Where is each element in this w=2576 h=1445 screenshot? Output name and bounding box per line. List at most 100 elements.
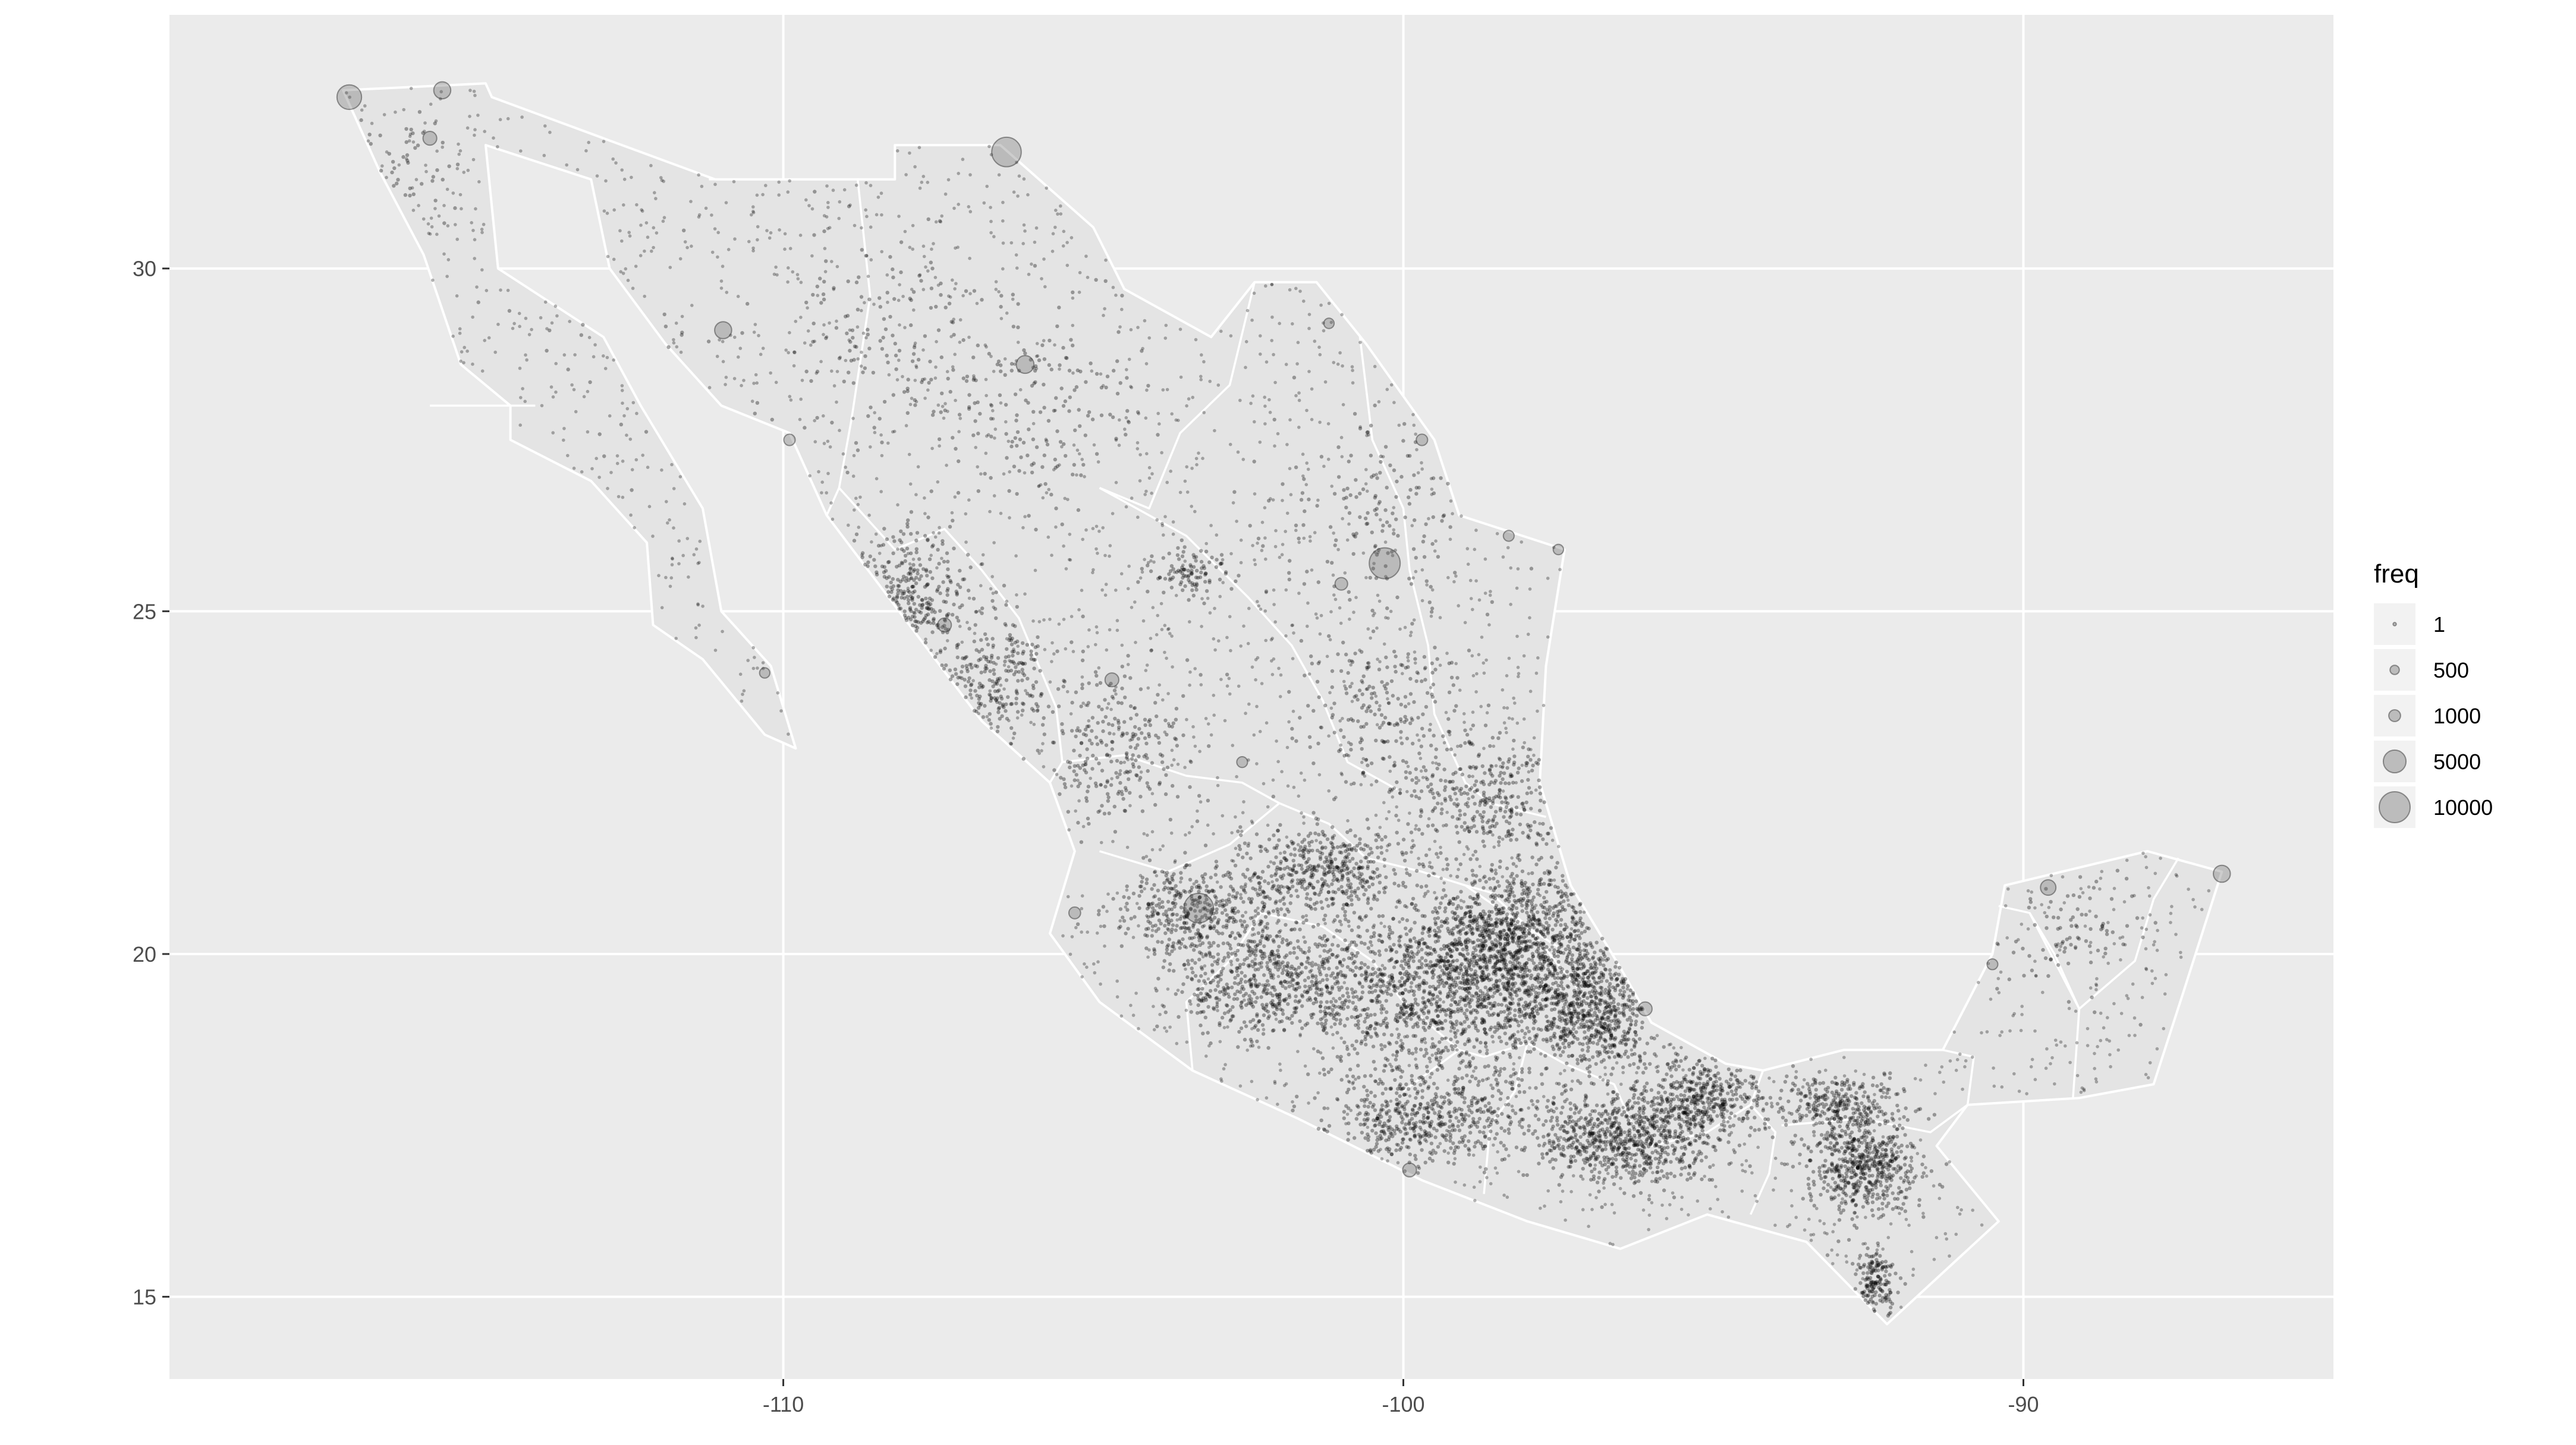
locality-point (989, 476, 993, 480)
locality-point (1335, 914, 1339, 918)
locality-point (1447, 690, 1452, 695)
locality-point (1325, 559, 1330, 564)
locality-point (1547, 988, 1551, 993)
locality-point (1680, 1129, 1684, 1134)
locality-point (1457, 1066, 1461, 1071)
locality-point (1394, 1018, 1398, 1022)
locality-point (1446, 481, 1450, 486)
locality-point (1295, 975, 1300, 979)
locality-point (941, 580, 945, 584)
locality-point (1191, 899, 1195, 903)
locality-point (1693, 1088, 1697, 1092)
locality-point (1191, 970, 1195, 975)
locality-point (1348, 859, 1352, 864)
locality-point (417, 110, 422, 114)
locality-point (1492, 991, 1497, 995)
locality-point (1523, 1145, 1527, 1150)
locality-point (1530, 1098, 1534, 1103)
locality-point (1455, 947, 1459, 952)
locality-point (1329, 840, 1333, 845)
locality-point (1537, 883, 1542, 887)
locality-point (1358, 515, 1362, 520)
locality-point (1276, 829, 1280, 833)
locality-point (1181, 937, 1185, 942)
locality-point (1420, 726, 1424, 731)
locality-point (1199, 673, 1203, 677)
locality-point (1391, 694, 1395, 698)
locality-point (431, 175, 435, 179)
locality-point (1320, 964, 1324, 969)
locality-point (1462, 965, 1467, 969)
locality-point (1750, 1106, 1754, 1110)
locality-point (1844, 1171, 1848, 1176)
locality-point (1414, 486, 1418, 490)
locality-point (877, 296, 882, 300)
locality-point (1487, 978, 1492, 983)
locality-point (1619, 1131, 1623, 1135)
locality-point (1356, 934, 1360, 938)
locality-point (1329, 1000, 1333, 1004)
locality-point (1516, 1077, 1520, 1081)
locality-point (1588, 1163, 1592, 1167)
locality-point (1862, 1289, 1867, 1294)
locality-point (983, 704, 987, 708)
locality-point (1627, 1118, 1631, 1123)
locality-point (1298, 1019, 1302, 1024)
locality-point (1078, 754, 1082, 758)
locality-point (1291, 841, 1295, 845)
locality-point (1687, 1068, 1691, 1072)
locality-point (706, 339, 711, 344)
locality-point (1540, 977, 1545, 981)
locality-point (1295, 1094, 1299, 1099)
locality-point (999, 363, 1003, 367)
locality-point (1399, 730, 1403, 734)
locality-point (1653, 1179, 1657, 1183)
locality-point (1479, 1040, 1483, 1045)
locality-point (1587, 1074, 1591, 1078)
locality-point (1181, 982, 1185, 986)
locality-point (1398, 934, 1403, 939)
locality-point (1908, 1163, 1913, 1168)
locality-point (1499, 1003, 1504, 1007)
locality-point (1089, 361, 1093, 366)
locality-point (1546, 832, 1550, 836)
locality-point (963, 684, 968, 688)
locality-point (975, 694, 979, 698)
locality-point (1656, 1096, 1660, 1100)
locality-point (1458, 744, 1463, 748)
locality-point (1404, 926, 1408, 931)
locality-point (1483, 1065, 1487, 1069)
locality-point (1551, 906, 1555, 910)
locality-point (1525, 791, 1529, 795)
locality-point (1562, 1154, 1567, 1158)
locality-point (1387, 1135, 1392, 1139)
locality-point (1422, 555, 1427, 559)
locality-point (1320, 906, 1325, 911)
locality-point (1397, 939, 1401, 943)
locality-point (1870, 1200, 1875, 1204)
locality-point (998, 393, 1002, 397)
locality-point (1823, 1093, 1827, 1097)
locality-point (1540, 1156, 1545, 1160)
locality-point (1366, 1132, 1370, 1137)
locality-point (1074, 734, 1078, 739)
locality-point (1857, 1128, 1861, 1133)
locality-point (1367, 884, 1372, 889)
locality-point (1865, 1286, 1870, 1290)
locality-point (1839, 1088, 1844, 1092)
locality-point (1164, 773, 1168, 777)
locality-point (1303, 673, 1307, 678)
locality-point (1707, 1103, 1712, 1107)
locality-point (1597, 1038, 1601, 1043)
locality-point (1876, 1263, 1880, 1267)
locality-point (1675, 1087, 1679, 1091)
locality-point (1366, 1117, 1370, 1121)
locality-point (1419, 789, 1424, 794)
locality-point (1456, 1145, 1460, 1150)
locality-point (1655, 1165, 1660, 1170)
locality-point (1107, 811, 1111, 816)
locality-point (1806, 1176, 1811, 1181)
locality-point (1248, 524, 1252, 528)
locality-point (1263, 983, 1268, 987)
locality-point (1297, 536, 1301, 541)
